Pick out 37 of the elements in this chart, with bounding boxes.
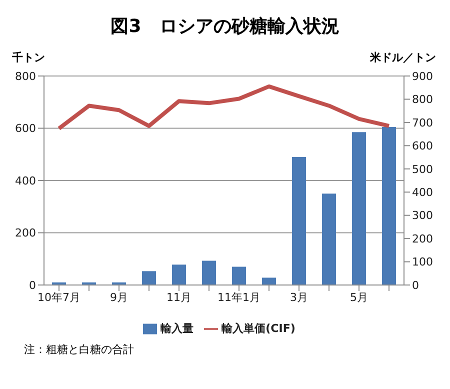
x-tick-label: 5月 bbox=[350, 290, 368, 304]
bar bbox=[232, 266, 246, 285]
y2-tick-label: 400 bbox=[412, 186, 433, 200]
x-tick-label: 10年7月 bbox=[38, 290, 80, 304]
x-tick-label: 11年1月 bbox=[218, 290, 260, 304]
legend-label: 輸入単価(CIF) bbox=[222, 322, 296, 335]
bar bbox=[382, 126, 396, 285]
bar bbox=[202, 260, 216, 285]
y2-tick-label: 700 bbox=[412, 116, 433, 130]
y2-tick-label: 0 bbox=[412, 278, 419, 292]
y-tick-label: 0 bbox=[29, 278, 36, 292]
y2-tick-label: 300 bbox=[412, 209, 433, 222]
bar bbox=[352, 132, 366, 285]
y2-tick-label: 900 bbox=[412, 70, 433, 83]
x-tick-label: 3月 bbox=[290, 290, 308, 304]
line-series bbox=[57, 84, 391, 130]
bar bbox=[322, 194, 336, 285]
text: 注：粗糖と白糖の合計 bbox=[24, 342, 135, 357]
bar bbox=[142, 271, 156, 285]
y-tick-label: 400 bbox=[15, 174, 36, 188]
y2-tick-label: 100 bbox=[412, 256, 433, 269]
y-tick-label: 600 bbox=[15, 122, 36, 136]
y2-tick-label: 200 bbox=[412, 232, 433, 246]
bar bbox=[172, 264, 186, 285]
y-tick-label: 200 bbox=[15, 226, 36, 240]
y-axis-title: 千トン bbox=[12, 50, 45, 65]
y2-axis-title: 米ドル／トン bbox=[370, 50, 436, 65]
x-tick-label: 11月 bbox=[166, 290, 192, 304]
x-tick-label: 9月 bbox=[110, 290, 128, 304]
legend-label: 輸入量 bbox=[160, 322, 194, 335]
bar bbox=[262, 278, 276, 285]
y2-tick-label: 800 bbox=[412, 93, 433, 106]
chart-title: 図3 ロシアの砂糖輸入状況 bbox=[110, 15, 340, 39]
y2-tick-label: 500 bbox=[412, 162, 433, 176]
bar bbox=[292, 156, 306, 285]
y-tick-label: 800 bbox=[15, 70, 36, 83]
y2-tick-label: 600 bbox=[412, 140, 433, 153]
